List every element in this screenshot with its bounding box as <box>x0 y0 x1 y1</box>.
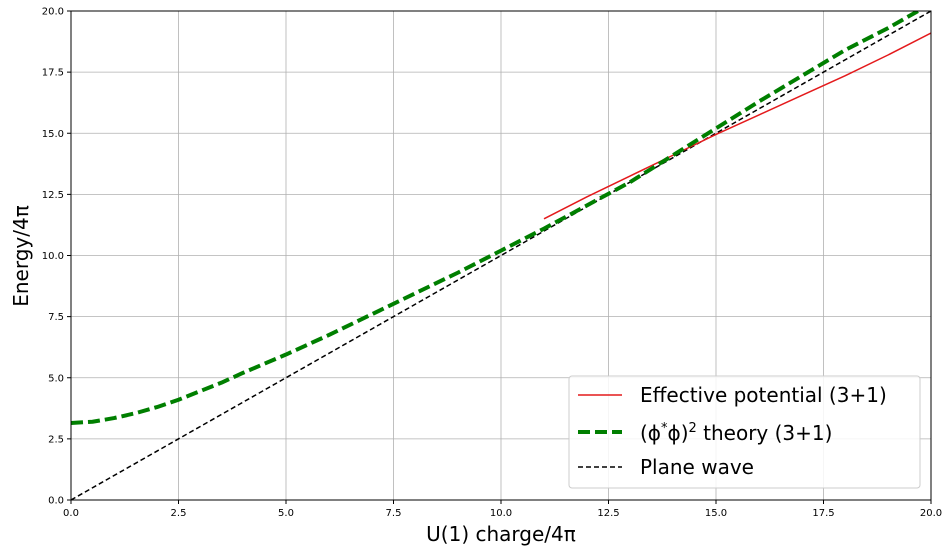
legend-label-plane-wave: Plane wave <box>640 455 754 479</box>
y-tick-label: 12.5 <box>42 190 64 201</box>
legend-label-phi4: (ϕ*ϕ)2 theory (3+1) <box>640 421 832 445</box>
ticks: 0.0 2.5 5.0 7.5 10.0 12.5 15.0 17.5 20.0 0.0 2.5 5.… <box>42 7 942 520</box>
legend-box <box>568 375 921 489</box>
x-tick-label: 10.0 <box>490 508 512 519</box>
legend-label-effective: Effective potential (3+1) <box>640 383 887 407</box>
x-tick-label: 12.5 <box>597 508 619 519</box>
x-tick-label: 7.5 <box>386 508 402 519</box>
y-tick-label: 17.5 <box>42 68 64 79</box>
y-tick-label: 0.0 <box>48 496 64 507</box>
y-tick-label: 5.0 <box>48 373 64 384</box>
y-tick-label: 2.5 <box>48 434 64 445</box>
y-tick-label: 15.0 <box>42 129 64 140</box>
series-layer <box>71 11 931 500</box>
series-plane-wave <box>71 11 931 500</box>
x-tick-label: 20.0 <box>920 508 942 519</box>
series-effective-potential <box>543 32 931 220</box>
x-axis-title: U(1) charge/4π <box>426 522 576 546</box>
y-tick-label: 10.0 <box>42 251 64 262</box>
y-axis-title: Energy/4π <box>9 205 33 307</box>
x-tick-label: 15.0 <box>705 508 727 519</box>
x-tick-label: 0.0 <box>63 508 79 519</box>
x-tick-label: 2.5 <box>171 508 187 519</box>
y-tick-label: 20.0 <box>42 7 64 18</box>
x-tick-label: 17.5 <box>812 508 834 519</box>
x-tick-label: 5.0 <box>278 508 294 519</box>
legend: Effective potential (3+1) (ϕ*ϕ)2 theory … <box>568 375 921 489</box>
y-tick-label: 7.5 <box>48 312 64 323</box>
series-phi4-theory <box>71 11 923 425</box>
